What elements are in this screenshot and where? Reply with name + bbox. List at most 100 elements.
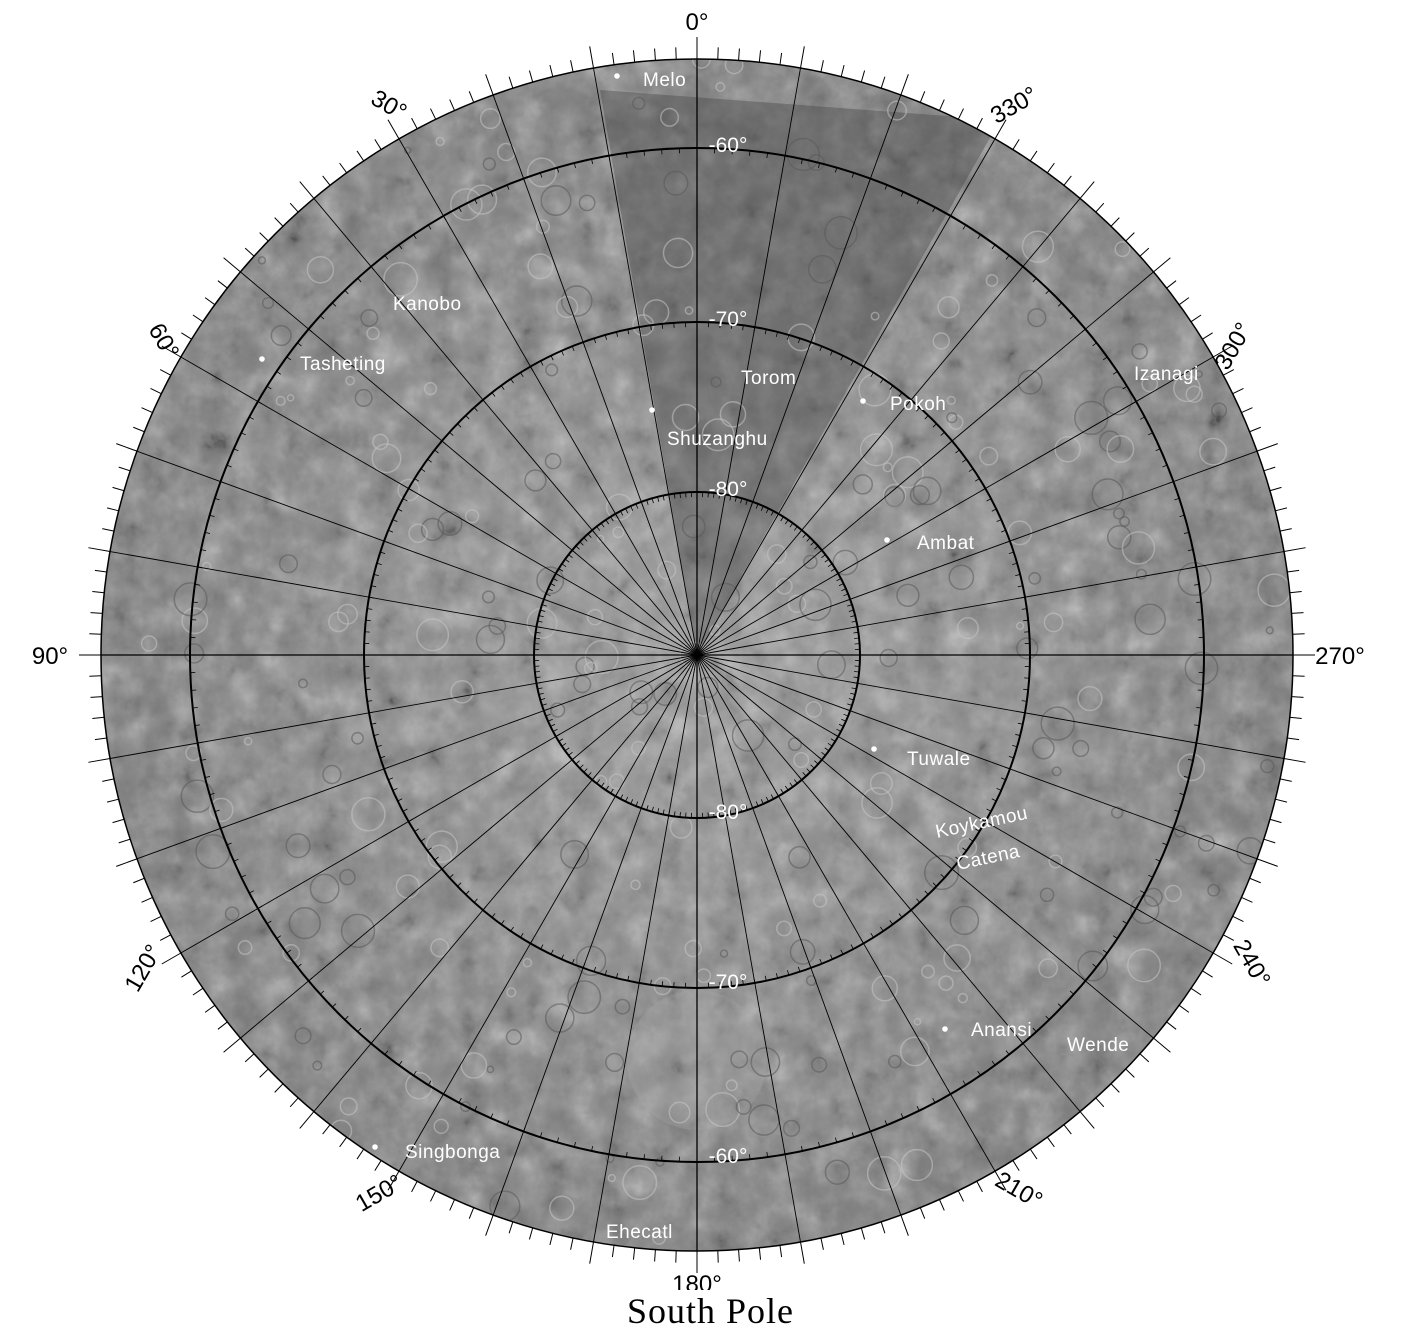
circle-tick [297,963,302,968]
crater-texture [383,261,419,297]
crater-texture [282,943,301,962]
circle-tick [276,371,282,375]
circle-tick [376,745,382,748]
feature-marker-dot [372,1144,378,1150]
circle-tick [1032,277,1037,283]
circle-tick [900,191,904,197]
circle-tick [457,423,462,428]
circle-tick [996,519,1002,522]
circle-tick [852,626,858,628]
circle-tick [986,498,992,502]
circle-tick [1081,977,1086,982]
circle-tick [573,1141,576,1148]
crater-texture [1134,603,1166,636]
rim-tick [880,1221,886,1234]
circle-tick [996,788,1002,791]
circle-tick [834,1137,838,1143]
rim-tick [611,1245,615,1258]
circle-tick [841,718,847,722]
rim-tick [94,737,107,741]
circle-tick [500,920,505,925]
circle-tick [200,549,207,552]
circle-tick [604,970,607,976]
circle-tick [764,329,767,335]
circle-tick [986,808,992,812]
circle-tick [1057,302,1062,307]
circle-tick [630,799,634,805]
circle-tick [830,738,836,742]
rim-tick [449,1199,456,1211]
rim-tick [387,1170,400,1191]
circle-tick [847,703,853,706]
longitude-label: 180° [672,1271,722,1290]
crater-texture [339,1097,358,1116]
feature-marker-dot [871,746,877,752]
crater-texture [1135,568,1147,580]
crater-texture [1091,478,1124,511]
circle-tick [841,588,847,592]
circle-tick [380,551,386,555]
crater-texture [366,326,380,341]
rim-tick [1223,934,1235,941]
circle-tick [605,519,609,525]
circle-tick [620,510,624,516]
rim-tick [468,1207,475,1219]
rim-tick [161,345,182,358]
circle-tick [814,545,819,550]
circle-tick [889,920,894,925]
circle-tick [414,828,420,832]
crater-texture [540,184,572,216]
crater-texture [482,157,496,171]
circle-tick [850,615,856,618]
latitude-label: -60° [709,134,748,157]
rim-tick [1095,1097,1105,1108]
rim-tick [449,99,456,111]
rim-tick [299,1111,315,1129]
circle-tick [384,255,389,260]
rim-tick [322,1124,331,1135]
crater-texture [224,906,240,922]
circle-tick [367,700,373,702]
crater-texture [336,603,358,625]
latitude-label: -70° [709,971,748,994]
circle-tick [838,723,844,727]
circle-tick [740,498,743,504]
circle-tick [1017,722,1023,725]
crater-texture [351,731,364,745]
crater-texture [957,837,978,858]
longitude-label: 150° [351,1169,407,1217]
circle-tick [408,818,414,822]
circle-tick [833,573,839,577]
circle-tick [591,1145,594,1152]
rim-tick [1256,443,1278,452]
circle-tick [646,499,649,505]
circle-tick [500,385,505,390]
longitude-ticks [79,37,1315,1273]
circle-tick [420,468,426,472]
circle-tick [523,178,526,184]
crater-texture [340,913,376,948]
circle-tick [233,448,239,452]
meridian-line [696,67,801,656]
circle-tick [458,207,462,212]
circle-tick [537,687,543,690]
crater-texture [896,583,920,608]
rim-tick [1263,838,1276,844]
circle-tick [543,598,549,602]
circle-tick [408,488,414,492]
circle-tick [561,563,567,567]
circle-tick [523,1126,526,1132]
crater-texture [799,588,832,622]
circle-tick [591,529,596,535]
rim-tick [1110,217,1120,227]
meridian-line [109,654,698,759]
circle-tick [843,713,849,717]
circle-tick [482,399,487,404]
crater-texture [921,964,935,979]
rim-tick [106,507,119,512]
map-title: South Pole [626,1291,795,1331]
circle-tick [793,526,798,531]
rim-tick [1046,1136,1055,1148]
circle-tick [800,158,803,165]
rim-tick [758,1247,762,1260]
